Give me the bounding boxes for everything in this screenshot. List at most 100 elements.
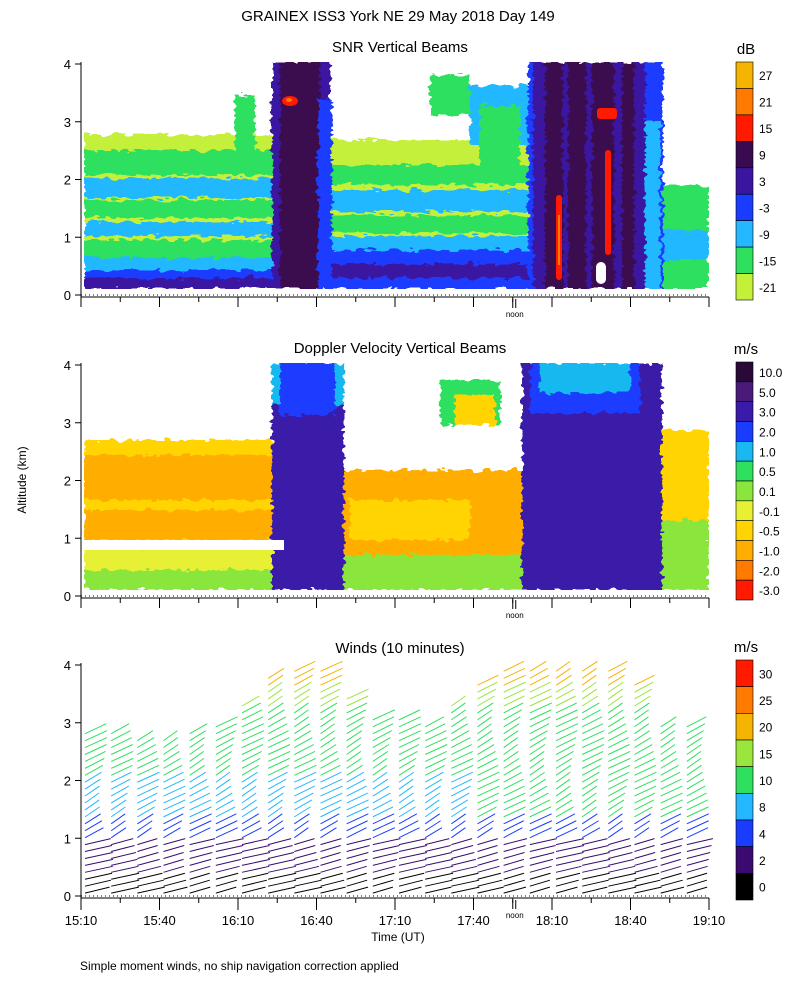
wind-barb xyxy=(581,757,603,769)
wind-barb xyxy=(634,757,656,769)
wind-barb xyxy=(503,785,525,797)
wind-barb xyxy=(137,785,159,797)
wind-barb xyxy=(137,865,162,873)
colorbar-label: 9 xyxy=(759,149,766,163)
wind-barb xyxy=(581,785,598,797)
wind-barb xyxy=(529,792,549,804)
wind-barb xyxy=(634,737,652,749)
noon-label: noon xyxy=(506,611,524,620)
wind-barb xyxy=(660,730,676,742)
wind-barb xyxy=(555,757,573,769)
wind-barb xyxy=(608,806,624,818)
y-tick-label: 2 xyxy=(64,774,71,789)
wind-barb xyxy=(346,778,366,790)
wind-barb xyxy=(215,785,232,797)
wind-barb xyxy=(84,757,105,769)
wind-barb xyxy=(555,799,573,811)
wind-barb xyxy=(608,872,637,880)
wind-barb xyxy=(424,750,448,762)
wind-barb xyxy=(451,709,466,721)
wind-barb xyxy=(163,858,184,866)
wind-barb xyxy=(189,737,205,748)
colorbar-label: 0 xyxy=(759,881,766,895)
wind-barb xyxy=(110,827,127,839)
wind-barb xyxy=(477,792,500,804)
wind-barb xyxy=(320,799,342,811)
wind-barb xyxy=(320,771,342,783)
wind-barb xyxy=(608,695,623,707)
colorbar-cell xyxy=(735,560,754,581)
wind-barb xyxy=(137,827,152,839)
wind-barb xyxy=(241,806,258,818)
wind-barb xyxy=(137,858,160,866)
colorbar-label: 2.0 xyxy=(759,425,776,439)
wind-barb xyxy=(582,865,611,873)
wind-barb xyxy=(477,723,492,735)
wind-barb xyxy=(137,838,158,846)
wind-barb xyxy=(294,845,316,853)
colorbar-cell xyxy=(735,460,754,482)
wind-barb xyxy=(267,785,285,797)
wind-barb xyxy=(346,872,367,880)
wind-barb xyxy=(294,813,310,825)
wind-barb xyxy=(425,886,452,894)
winds-axes: 0 1 2 3 4 15:10 15:40 16:10 16:40 17:10 17:40 18:10… xyxy=(64,658,726,928)
wind-barb xyxy=(241,813,259,825)
wind-barb xyxy=(686,858,709,866)
wind-barb xyxy=(686,737,703,749)
wind-barb xyxy=(608,851,633,859)
wind-barb xyxy=(294,792,314,804)
wind-barb xyxy=(503,723,520,735)
wind-barb xyxy=(529,695,552,707)
wind-barb xyxy=(294,838,315,846)
wind-barb xyxy=(215,820,238,832)
wind-barb xyxy=(268,879,297,887)
wind-barb xyxy=(241,737,264,749)
wind-barb xyxy=(372,858,398,866)
wind-barb xyxy=(267,667,285,679)
wind-barb xyxy=(110,778,131,790)
wind-barb xyxy=(372,851,399,859)
wind-barb xyxy=(686,764,702,776)
wind-barb xyxy=(346,865,367,873)
wind-barb xyxy=(660,799,683,811)
x-tick-label: 17:10 xyxy=(379,913,412,928)
wind-barb xyxy=(582,845,609,853)
wind-barb xyxy=(555,764,572,776)
wind-barb xyxy=(503,674,526,686)
wind-barb xyxy=(581,667,597,679)
wind-barb xyxy=(110,813,126,825)
wind-barb xyxy=(608,799,625,811)
wind-barb xyxy=(608,667,627,679)
wind-barb xyxy=(529,723,550,735)
wind-barb xyxy=(451,872,479,880)
wind-barb xyxy=(267,750,291,762)
wind-barb xyxy=(451,730,470,742)
wind-barb xyxy=(189,730,207,742)
wind-barb xyxy=(424,820,441,832)
wind-barb xyxy=(503,879,525,887)
wind-barb xyxy=(267,757,290,769)
wind-barb xyxy=(529,716,551,728)
wind-barb xyxy=(294,865,320,873)
wind-barb xyxy=(294,872,321,880)
wind-barb xyxy=(529,709,552,721)
wind-barb xyxy=(215,865,240,873)
y-tick-label: 1 xyxy=(64,831,71,846)
wind-barb xyxy=(241,792,257,804)
wind-barb xyxy=(241,799,257,811)
wind-barb xyxy=(268,886,296,894)
wind-barb xyxy=(503,838,528,846)
wind-barb xyxy=(451,845,474,853)
wind-barb xyxy=(346,845,370,853)
wind-barb xyxy=(110,723,130,735)
colorbar-label: 5.0 xyxy=(759,386,776,400)
wind-barb xyxy=(84,792,100,804)
wind-barb xyxy=(372,799,393,811)
wind-barb xyxy=(529,820,553,832)
wind-barb xyxy=(477,838,498,846)
colorbar-label: -2.0 xyxy=(759,564,780,578)
wind-barb xyxy=(268,872,297,880)
wind-barb xyxy=(294,716,310,728)
wind-barb xyxy=(189,858,212,866)
